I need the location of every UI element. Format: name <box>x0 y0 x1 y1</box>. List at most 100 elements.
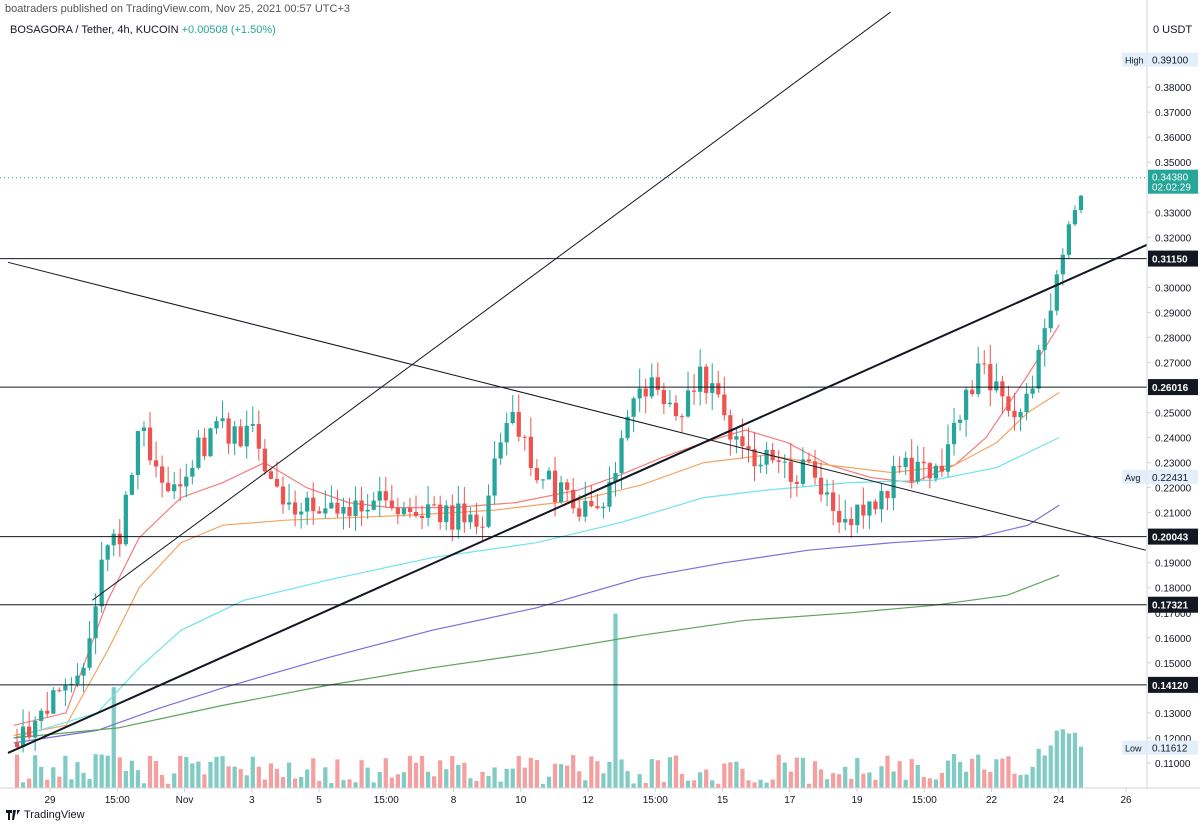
x-tick-label: 15:00 <box>912 795 937 806</box>
candle-body <box>389 500 394 508</box>
volume-bar <box>407 755 413 788</box>
volume-bar <box>377 772 382 788</box>
volume-bar <box>353 782 358 788</box>
volume-bar <box>516 755 521 788</box>
y-tick-label: 0.25000 <box>1155 409 1192 420</box>
volume-bar <box>20 782 26 788</box>
candle-body <box>14 742 20 748</box>
volume-bar <box>577 771 582 788</box>
volume-bar <box>861 773 866 788</box>
volume-bar <box>903 779 908 788</box>
volume-bar <box>528 757 533 788</box>
volume-bar <box>14 754 20 788</box>
candle-body <box>413 512 419 516</box>
y-tick-label: 0.12000 <box>1155 734 1192 745</box>
candle-body <box>184 476 189 487</box>
candle-body <box>1000 381 1005 397</box>
volume-bar <box>371 782 376 788</box>
level-label: 0.31150 <box>1152 255 1188 266</box>
y-tick-label: 0.33000 <box>1155 208 1192 219</box>
candle-body <box>81 667 86 676</box>
volume-bar <box>159 774 165 788</box>
volume-bar <box>734 761 739 788</box>
volume-bar <box>746 780 751 788</box>
x-tick-label: 3 <box>249 795 255 806</box>
candle-body <box>226 418 231 444</box>
volume-bar <box>486 775 491 788</box>
candle-body <box>1078 195 1084 211</box>
candle-body <box>244 425 249 447</box>
candle-body <box>480 526 485 528</box>
x-tick-label: 24 <box>1053 795 1065 806</box>
candle-body <box>812 461 818 478</box>
volume-bar <box>667 757 673 788</box>
candle-body <box>879 491 884 510</box>
volume-bar <box>305 769 310 788</box>
candle-body <box>353 500 358 516</box>
volume-bar <box>619 759 624 788</box>
candle-body <box>951 422 957 445</box>
volume-bar <box>764 782 769 788</box>
candle-body <box>758 464 763 467</box>
volume-bar <box>166 783 171 788</box>
volume-bar <box>262 779 267 788</box>
volume-bar <box>462 762 467 788</box>
candle-body <box>45 710 50 714</box>
volume-bar <box>1072 732 1078 788</box>
moving-average-line <box>13 436 1060 739</box>
volume-bar <box>625 771 630 788</box>
tradingview-logo-icon <box>6 810 20 820</box>
candle-body <box>190 467 195 477</box>
volume-bar <box>347 779 352 788</box>
stat-name: High <box>1125 56 1144 66</box>
candle-body <box>335 502 340 514</box>
candle-body <box>341 507 346 514</box>
volume-bar <box>129 760 134 788</box>
volume-bar <box>480 771 485 788</box>
volume-bar <box>111 687 116 788</box>
volume-bar <box>1012 773 1017 788</box>
candle-body <box>286 502 292 505</box>
candle-body <box>159 466 165 483</box>
volume-bar <box>631 783 636 788</box>
candle-body <box>395 507 400 515</box>
candle-body <box>849 518 854 526</box>
x-tick-label: 15:00 <box>105 795 130 806</box>
candle-body <box>897 466 902 468</box>
volume-bar <box>776 754 781 788</box>
candle-body <box>105 545 110 560</box>
volume-bar <box>649 759 654 788</box>
candle-body <box>764 449 769 465</box>
candle-body <box>311 497 316 512</box>
volume-bar <box>655 760 660 788</box>
volume-bar <box>232 766 237 788</box>
candle-body <box>746 446 751 450</box>
x-tick-label: 12 <box>582 795 594 806</box>
candle-body <box>873 501 878 510</box>
candle-body <box>625 416 630 439</box>
volume-bar <box>728 762 733 788</box>
volume-bar <box>957 761 963 788</box>
candle-body <box>280 486 286 505</box>
last-price-label: 0.34380 <box>1152 173 1189 184</box>
volume-bar <box>1048 745 1053 788</box>
candle-body <box>20 726 26 748</box>
candle-body <box>915 461 920 482</box>
volume-bar <box>558 764 564 788</box>
y-tick-label: 0.29000 <box>1155 308 1192 319</box>
y-tick-label: 0.21000 <box>1155 509 1192 520</box>
candle-body <box>323 508 328 514</box>
volume-bar <box>897 761 902 788</box>
x-tick-label: 15:00 <box>643 795 668 806</box>
candle-body <box>546 470 552 480</box>
volume-bar <box>214 756 219 788</box>
candle-body <box>716 383 721 395</box>
volume-bar <box>196 761 201 788</box>
volume-bar <box>540 783 546 788</box>
candle-body <box>619 438 624 474</box>
volume-bar <box>1030 766 1035 788</box>
moving-average-line <box>13 391 1060 736</box>
volume-bar <box>837 774 842 788</box>
candle-body <box>722 394 727 416</box>
